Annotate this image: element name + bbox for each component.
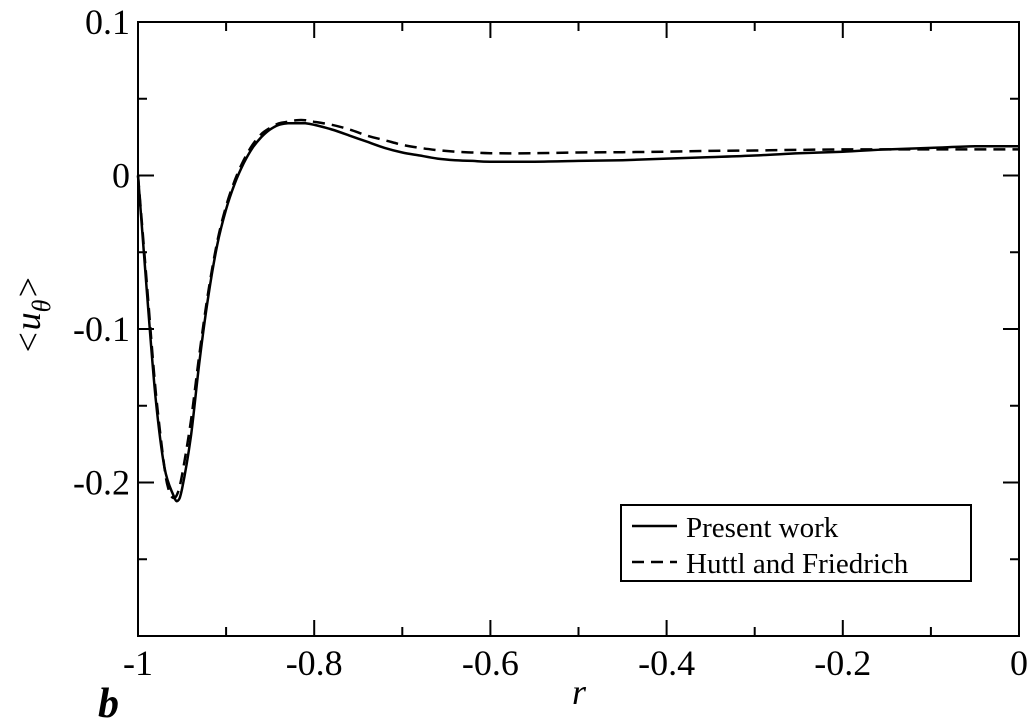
y-tick-label: -0.2 xyxy=(73,463,130,503)
axis-tick-labels: -1 -0.8 -0.6 -0.4 -0.2 0 0.1 0 -0.1 -0.2 xyxy=(73,2,1028,683)
x-tick-label: -0.6 xyxy=(462,643,519,683)
plot-frame xyxy=(137,21,1020,637)
series-line-present-work xyxy=(136,121,1020,503)
y-tick-label: -0.1 xyxy=(73,309,130,349)
legend: Present work Huttl and Friedrich xyxy=(620,504,972,582)
y-axis-label: <uθ> xyxy=(8,275,56,354)
legend-box xyxy=(620,504,972,582)
x-axis-label: r xyxy=(572,672,587,712)
panel-label: b xyxy=(98,681,119,726)
legend-label-huttl-friedrich: Huttl and Friedrich xyxy=(686,548,909,580)
y-axis-label-close: > xyxy=(8,275,48,299)
y-axis-label-subscript: θ xyxy=(27,299,56,312)
series-lines xyxy=(136,118,1020,503)
series-line-huttl-friedrich xyxy=(136,118,1019,500)
y-axis-label-symbol: u xyxy=(8,312,48,330)
x-tick-label: -0.8 xyxy=(286,643,343,683)
y-tick-label: 0 xyxy=(112,156,130,196)
legend-label-present-work: Present work xyxy=(686,512,839,544)
y-tick-label: 0.1 xyxy=(85,2,130,42)
x-tick-label: -1 xyxy=(123,643,153,683)
y-axis-label-open: < xyxy=(8,330,48,354)
svg-text:<uθ>: <uθ> xyxy=(8,275,56,354)
x-tick-label: -0.2 xyxy=(814,643,871,683)
x-tick-label: 0 xyxy=(1010,643,1028,683)
x-tick-label: -0.4 xyxy=(638,643,695,683)
